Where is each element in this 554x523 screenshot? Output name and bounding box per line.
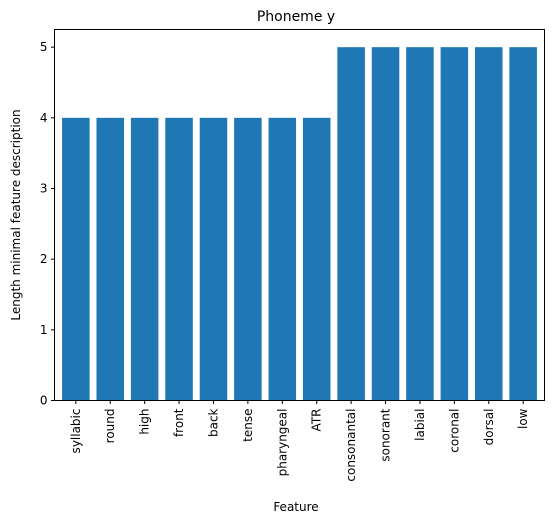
y-tick-label: 4	[40, 111, 48, 125]
y-tick-label: 5	[40, 40, 48, 54]
y-tick-label: 2	[40, 252, 48, 266]
bar-tense	[234, 117, 262, 401]
y-tick-label: 1	[40, 323, 48, 337]
bar-front	[165, 117, 193, 401]
bar-consonantal	[337, 47, 365, 401]
x-tick-label: coronal	[447, 409, 461, 453]
x-tick-label: syllabic	[69, 409, 83, 454]
y-tick-label: 3	[40, 182, 48, 196]
bar-labial	[406, 47, 434, 401]
bar-low	[509, 47, 537, 401]
bar-ATR	[302, 117, 331, 401]
x-axis-label: Feature	[273, 500, 318, 514]
x-tick-label: ATR	[310, 409, 324, 432]
x-tick-label: labial	[413, 409, 427, 441]
x-tick-label: pharyngeal	[275, 409, 289, 477]
bar-back	[199, 117, 228, 401]
y-axis-label: Length minimal feature description	[9, 109, 23, 320]
x-tick-label: low	[516, 408, 530, 429]
bar-coronal	[440, 47, 469, 401]
bar-round	[96, 117, 125, 401]
x-tick-label: high	[138, 409, 152, 435]
bar-high	[130, 117, 159, 401]
bar-dorsal	[474, 47, 503, 401]
bars-group	[62, 47, 537, 401]
x-tick-label: dorsal	[482, 409, 496, 446]
x-tick-label: sonorant	[379, 408, 393, 461]
x-tick-label: round	[103, 409, 117, 444]
bar-sonorant	[371, 47, 400, 401]
x-tick-label: tense	[241, 409, 255, 442]
x-axis: syllabic round high front back tense pharyngea…	[69, 400, 530, 482]
x-tick-label: front	[172, 408, 186, 437]
x-tick-label: consonantal	[344, 409, 358, 482]
bar-pharyngeal	[268, 117, 297, 401]
x-tick-label: back	[206, 408, 220, 437]
y-axis: 0 1 2 3 4 5	[40, 40, 55, 408]
chart-title: Phoneme y	[257, 9, 335, 25]
y-tick-label: 0	[40, 394, 48, 408]
bar-syllabic	[62, 117, 90, 401]
plot-frame	[54, 29, 545, 401]
